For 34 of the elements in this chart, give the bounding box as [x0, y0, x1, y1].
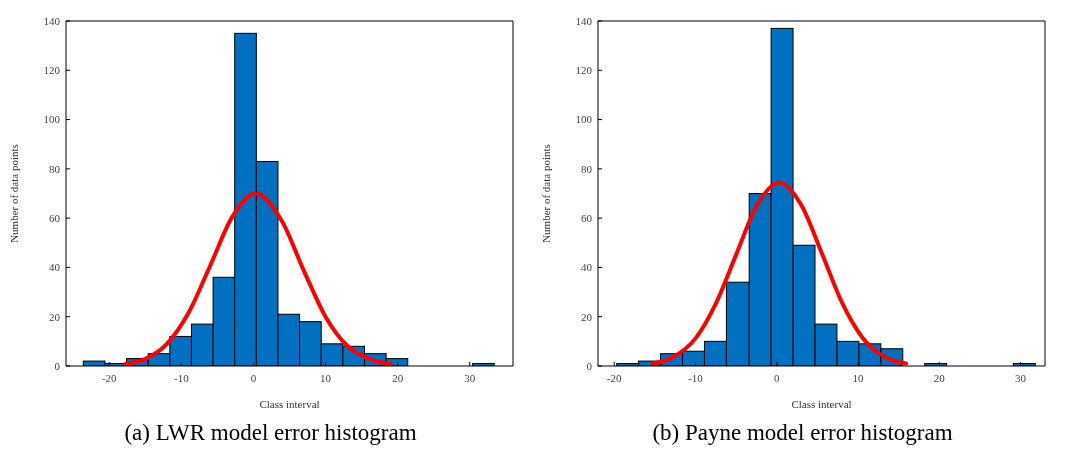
y-tick-label: 20 — [581, 310, 593, 323]
x-tick-label: 0 — [250, 371, 257, 384]
y-tick-label: 40 — [581, 261, 593, 274]
y-tick-label: 60 — [49, 212, 61, 225]
y-tick-label: 40 — [49, 261, 61, 274]
text: (b) Payne model error histogram — [651, 420, 954, 446]
y-tick-label: 20 — [49, 310, 61, 323]
x-tick-label: -20 — [101, 371, 118, 384]
x-tick-label: 10 — [852, 371, 865, 384]
x-tick-label: 20 — [392, 371, 404, 384]
x-tick-label: 30 — [464, 371, 476, 384]
x-tick-label: -10 — [174, 371, 190, 384]
x-tick-label: 30 — [1015, 371, 1027, 384]
y-tick-label: 0 — [54, 359, 61, 372]
y-tick-label: 100 — [575, 113, 593, 126]
y-tick-label: 140 — [43, 14, 61, 27]
y-axis-title: Number of data points — [539, 144, 552, 243]
x-tick-label: 0 — [774, 371, 781, 384]
x-tick-label: 20 — [933, 371, 946, 384]
y-axis-title: Number of data points — [7, 144, 20, 243]
y-tick-label: 0 — [586, 359, 593, 372]
x-tick-label: -20 — [606, 371, 623, 384]
y-tick-label: 60 — [581, 212, 593, 225]
x-axis-title: Class interval — [259, 398, 320, 410]
y-tick-label: 100 — [43, 113, 61, 126]
y-tick-label: 120 — [575, 64, 593, 77]
x-tick-label: -10 — [688, 371, 704, 384]
y-tick-label: 120 — [43, 64, 61, 77]
y-tick-label: 80 — [49, 162, 61, 175]
text: (a) LWR model error histogram — [123, 420, 418, 446]
x-axis-title: Class interval — [791, 398, 852, 410]
y-tick-label: 140 — [575, 14, 593, 27]
x-tick-label: 10 — [320, 371, 332, 384]
y-tick-label: 80 — [581, 162, 593, 175]
